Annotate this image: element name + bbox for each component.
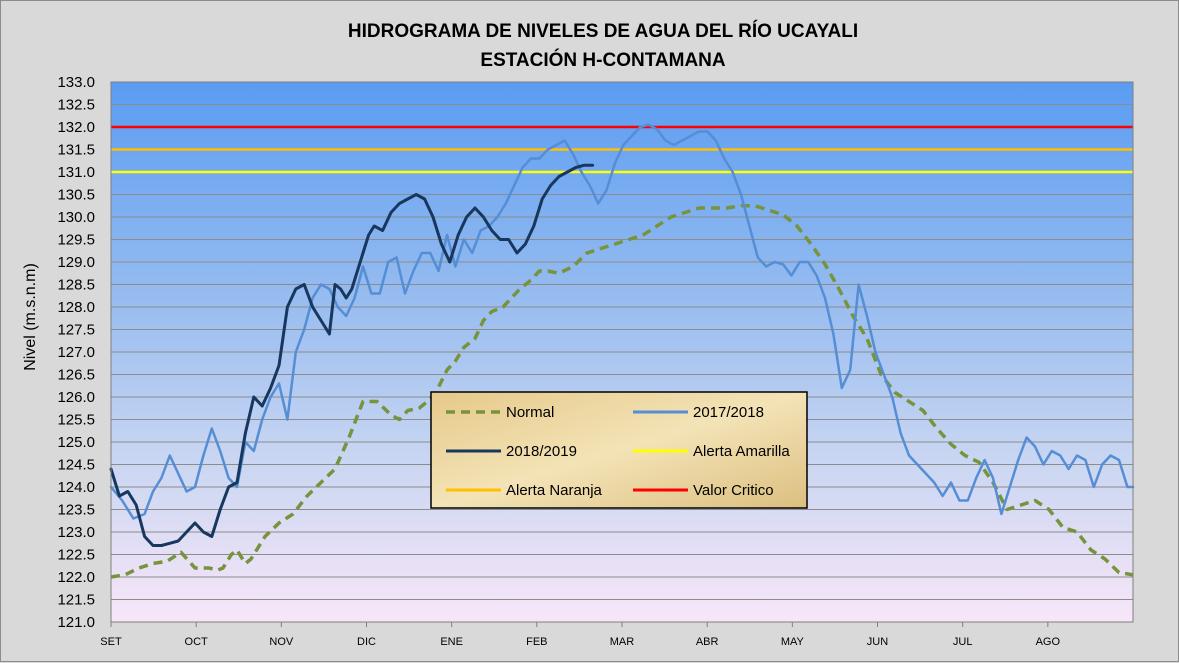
x-tick-label: OCT <box>185 636 209 648</box>
y-tick-label: 125.5 <box>57 412 95 429</box>
legend-label-naranja: Alerta Naranja <box>506 482 603 499</box>
x-tick-label: DIC <box>357 636 376 648</box>
y-tick-label: 128.0 <box>57 299 95 316</box>
y-tick-label: 122.5 <box>57 547 95 564</box>
x-tick-label: SET <box>100 636 122 648</box>
series-y2017 <box>109 123 1135 520</box>
y-axis-label: Nivel (m.s.n.m) <box>22 263 39 371</box>
y-tick-label: 129.0 <box>57 254 95 271</box>
legend-label-amarilla: Alerta Amarilla <box>693 443 790 460</box>
y-tick-label: 130.0 <box>57 209 95 226</box>
y-tick-label: 124.5 <box>57 457 95 474</box>
y-tick-label: 131.5 <box>57 142 95 159</box>
y-tick-label: 124.0 <box>57 479 95 496</box>
legend-label-normal: Normal <box>506 404 554 421</box>
y-tick-label: 127.0 <box>57 344 95 361</box>
y-tick-label: 133.0 <box>57 74 95 91</box>
series-normal <box>110 204 1134 579</box>
legend-label-y2018: 2018/2019 <box>506 443 577 460</box>
y-tick-label: 126.5 <box>57 367 95 384</box>
x-tick-label: JUN <box>867 636 888 648</box>
legend: Normal 2017/2018 2018/2019 Alerta Amarilla A… <box>430 391 808 509</box>
y-tick-label: 122.0 <box>57 569 95 586</box>
x-tick-label: MAR <box>610 636 635 648</box>
x-tick-label: ENE <box>440 636 463 648</box>
y-tick-label: 123.5 <box>57 502 95 519</box>
x-axis-ticks: SET OCT NOV DIC ENE FEB MAR ABR MAY JUN JUL AGO <box>100 622 1060 648</box>
y-tick-label: 132.0 <box>57 119 95 136</box>
y-tick-label: 126.0 <box>57 389 95 406</box>
x-tick-label: AGO <box>1036 636 1061 648</box>
x-tick-label: ABR <box>696 636 719 648</box>
y-tick-label: 128.5 <box>57 277 95 294</box>
y-tick-label: 121.5 <box>57 592 95 609</box>
x-tick-label: NOV <box>269 636 294 648</box>
x-tick-label: MAY <box>781 636 805 648</box>
legend-label-critico: Valor Critico <box>693 482 774 499</box>
y-tick-label: 130.5 <box>57 187 95 204</box>
chart-title: HIDROGRAMA DE NIVELES DE AGUA DEL RÍO UC… <box>348 20 858 42</box>
y-tick-label: 129.5 <box>57 232 95 249</box>
x-tick-label: JUL <box>953 636 973 648</box>
y-tick-label: 123.0 <box>57 524 95 541</box>
y-tick-label: 132.5 <box>57 97 95 114</box>
y-tick-label: 127.5 <box>57 322 95 339</box>
y-axis-ticks: 121.0 121.5 122.0 122.5 123.0 123.5 124.0 124.5… <box>57 74 95 631</box>
chart-subtitle: ESTACIÓN H-CONTAMANA <box>480 49 725 71</box>
y-tick-label: 125.0 <box>57 434 95 451</box>
x-tick-label: FEB <box>526 636 547 648</box>
legend-label-y2017: 2017/2018 <box>693 404 764 421</box>
series-y2018 <box>109 163 595 547</box>
series-lines <box>109 123 1135 579</box>
y-tick-label: 121.0 <box>57 614 95 631</box>
y-tick-label: 131.0 <box>57 164 95 181</box>
